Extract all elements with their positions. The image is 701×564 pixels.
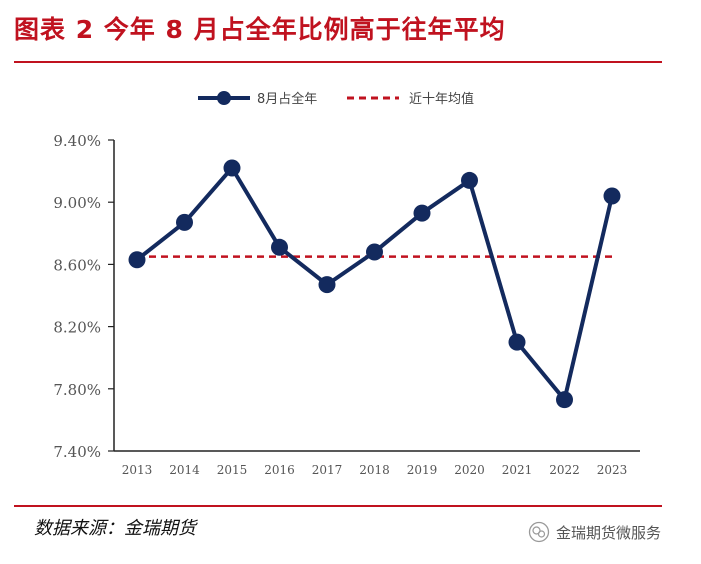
legend-marker-swatch xyxy=(217,91,231,105)
x-tick-label: 2022 xyxy=(549,463,580,477)
x-tick-label: 2018 xyxy=(359,463,390,477)
x-tick-label: 2016 xyxy=(264,463,295,477)
x-tick-label: 2017 xyxy=(312,463,343,477)
data-point xyxy=(366,243,383,261)
series-layer xyxy=(128,159,621,409)
y-tick-label: 8.60% xyxy=(53,256,101,274)
data-point xyxy=(176,213,193,231)
data-point xyxy=(318,276,336,294)
title-divider xyxy=(14,61,662,63)
wechat-icon xyxy=(528,521,550,543)
chart-legend: 8月占全年 近十年均值 xyxy=(198,91,474,107)
y-tick-label: 8.20% xyxy=(53,319,101,337)
legend-label-series-2: 近十年均值 xyxy=(409,91,474,107)
data-point xyxy=(556,391,573,409)
y-tick-label: 9.00% xyxy=(53,194,101,212)
data-point xyxy=(223,159,241,177)
legend-label-series-1: 8月占全年 xyxy=(257,91,317,107)
watermark: 金瑞期货微服务 xyxy=(528,521,661,543)
footer-divider xyxy=(14,505,662,507)
y-tick-label: 9.40% xyxy=(53,132,101,150)
x-tick-labels: 2013 2014 2015 2016 2017 2018 2019 2020 2021 2022… xyxy=(122,463,628,477)
page-title: 图表 2 今年 8 月占全年比例高于往年平均 xyxy=(14,15,506,44)
data-point xyxy=(508,333,526,351)
x-tick-label: 2021 xyxy=(502,463,533,477)
chart-axes xyxy=(113,140,640,452)
data-point xyxy=(461,171,478,189)
y-tick-label: 7.80% xyxy=(53,381,101,399)
data-point xyxy=(413,204,431,222)
source-note: 数据来源：金瑞期货 xyxy=(34,518,196,539)
x-tick-label: 2023 xyxy=(597,463,628,477)
x-tick-label: 2013 xyxy=(122,463,153,477)
x-tick-label: 2015 xyxy=(217,463,248,477)
x-tick-label: 2019 xyxy=(407,463,438,477)
y-tick-label: 7.40% xyxy=(53,443,101,461)
series-line xyxy=(135,165,614,402)
data-point xyxy=(128,251,146,269)
x-tick-label: 2020 xyxy=(454,463,485,477)
x-tick-label: 2014 xyxy=(169,463,200,477)
data-point xyxy=(603,187,621,205)
data-point xyxy=(271,238,288,256)
watermark-label: 金瑞期货微服务 xyxy=(556,523,662,542)
y-tick-labels: 9.40% 9.00% 8.60% 8.20% 7.80% 7.40% xyxy=(53,132,114,461)
